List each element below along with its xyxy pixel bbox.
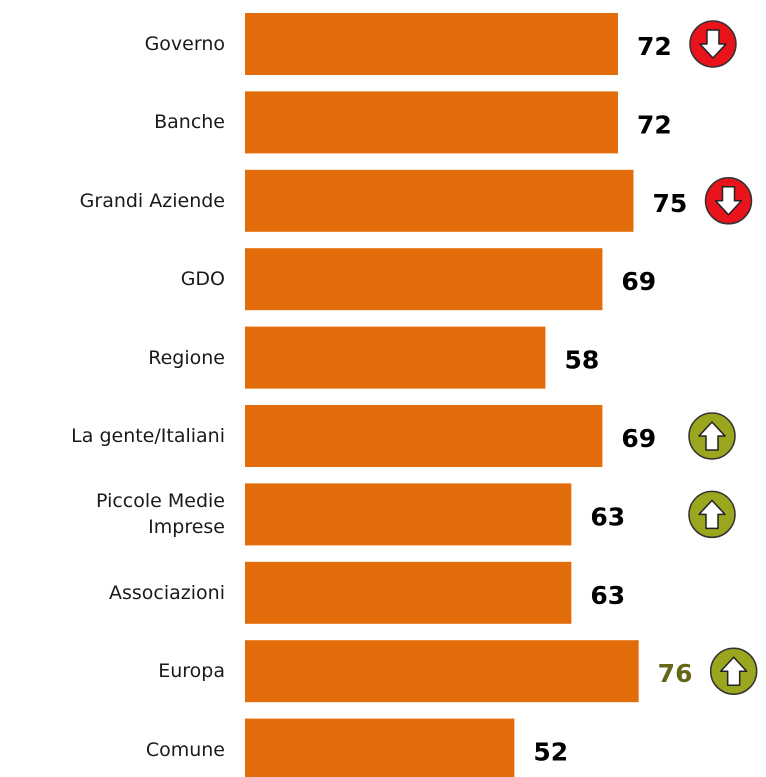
trend-arrow (719, 656, 748, 686)
category-label: Grandi Aziende (79, 189, 225, 212)
trend-arrow (699, 29, 727, 59)
category-label: Governo (144, 33, 225, 55)
bar (245, 248, 603, 311)
value-label: 75 (653, 189, 688, 218)
value-label: 63 (590, 581, 625, 610)
bar (245, 13, 618, 75)
trend-arrow (714, 186, 743, 216)
category-label: Regione (148, 346, 225, 369)
trend-arrow (698, 421, 726, 451)
category-label: Comune (145, 738, 225, 761)
category-label: La gente/Italiani (71, 425, 225, 447)
category-label: GDO (180, 268, 225, 291)
value-label: 72 (637, 110, 672, 139)
bar (245, 561, 572, 624)
trend-icon (704, 177, 753, 225)
bar (245, 640, 639, 703)
value-label: 72 (637, 32, 672, 61)
bar (245, 718, 515, 777)
bar (245, 326, 546, 389)
trend-icon (689, 20, 737, 68)
category-label: Piccole Medie Imprese (96, 490, 225, 539)
bar (245, 405, 603, 467)
trend-icon (709, 647, 758, 695)
category-label: Banche (154, 111, 225, 134)
trend-icon (688, 412, 736, 460)
value-label: 63 (590, 502, 625, 531)
bar (245, 483, 572, 546)
category-label: Europa (158, 660, 225, 683)
category-label: Associazioni (109, 581, 225, 604)
value-label: 76 (658, 659, 693, 688)
value-label: 69 (621, 267, 656, 296)
bar (245, 91, 618, 154)
bar (245, 169, 634, 232)
value-label: 52 (533, 738, 568, 767)
value-label: 58 (564, 346, 599, 375)
trend-icon (688, 490, 736, 539)
trend-arrow (698, 499, 726, 530)
value-label: 69 (621, 424, 656, 453)
